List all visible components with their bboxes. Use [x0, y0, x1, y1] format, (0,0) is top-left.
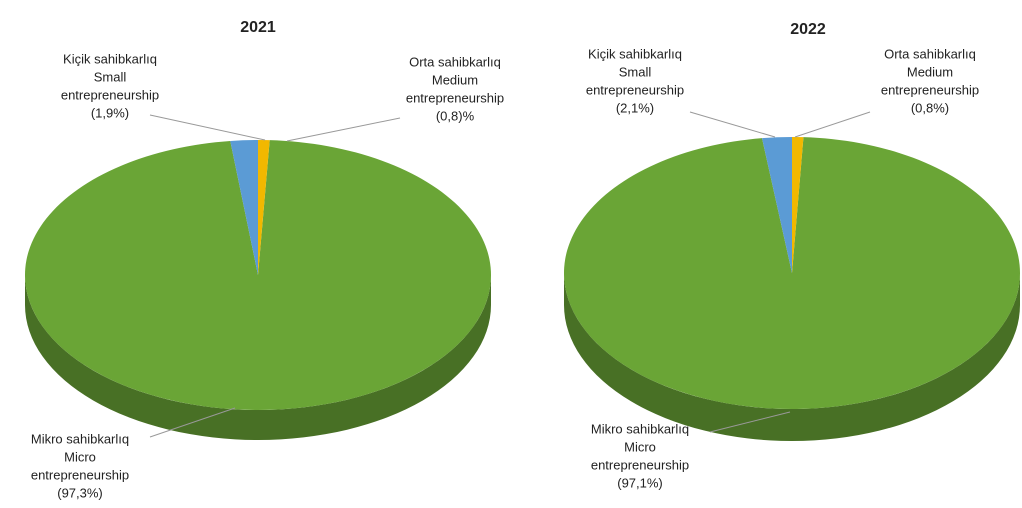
pie-slice: [564, 137, 1020, 410]
slice-label: entrepreneurship: [881, 82, 979, 97]
leader-line: [149, 114, 266, 141]
value-label: (97,1%): [617, 475, 663, 490]
slice-label: entrepreneurship: [61, 87, 159, 102]
chart-title: 2022: [790, 21, 826, 38]
slice-label: Medium: [432, 72, 478, 87]
pie-slice-side: [564, 273, 1020, 441]
slice-label: Small: [94, 69, 127, 84]
pie-slice: [24, 140, 491, 410]
slice-label: Mikro sahibkarlıq: [31, 431, 129, 446]
value-label: (97,3%): [57, 485, 103, 500]
slice-label: Orta sahibkarlıq: [884, 46, 976, 61]
slice-label: Small: [619, 64, 652, 79]
leader-line: [286, 117, 401, 142]
value-label: (1,9%): [91, 105, 129, 120]
leader-line: [709, 411, 791, 433]
pie-slice: [792, 137, 804, 273]
leader-line: [689, 111, 776, 138]
pie-sides: [564, 273, 1020, 441]
slice-label: Mikro sahibkarlıq: [591, 421, 689, 436]
slice-label: Orta sahibkarlıq: [409, 54, 501, 69]
pie-tops: [24, 140, 491, 410]
leader-line: [149, 407, 236, 438]
pie-slice: [762, 137, 792, 273]
leader-line: [794, 111, 871, 138]
value-label: (0,8%): [911, 100, 949, 115]
pie-slice: [230, 140, 258, 275]
value-label: (2,1%): [616, 100, 654, 115]
slice-label: Micro: [64, 449, 96, 464]
pie-tops: [564, 137, 1020, 410]
slice-label: Micro: [624, 439, 656, 454]
pie-slice-side: [25, 275, 491, 440]
slice-label: Kiçik sahibkarlıq: [588, 46, 682, 61]
pie-slice: [258, 140, 270, 275]
slice-label: Kiçik sahibkarlıq: [63, 51, 157, 66]
slice-label: Medium: [907, 64, 953, 79]
chart-title: 2021: [240, 19, 276, 36]
value-label: (0,8)%: [436, 108, 475, 123]
slice-label: entrepreneurship: [406, 90, 504, 105]
slice-label: entrepreneurship: [586, 82, 684, 97]
pie-sides: [25, 275, 491, 440]
slice-label: entrepreneurship: [591, 457, 689, 472]
slice-label: entrepreneurship: [31, 467, 129, 482]
